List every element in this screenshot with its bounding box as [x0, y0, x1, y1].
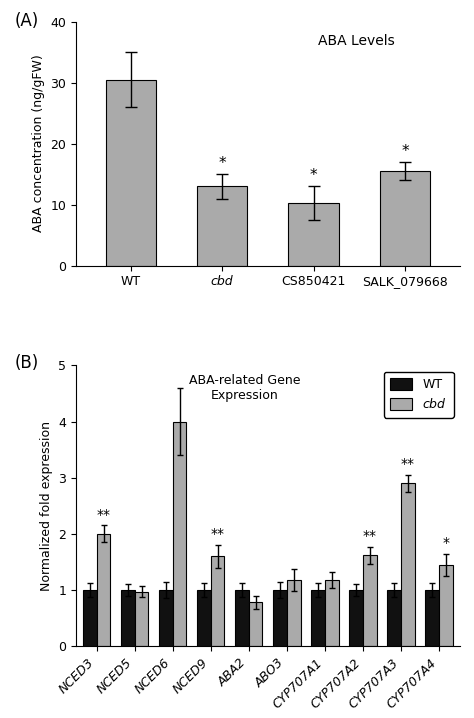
- Bar: [197, 187, 247, 266]
- Bar: [211, 556, 225, 646]
- Y-axis label: Normalized fold expression: Normalized fold expression: [39, 421, 53, 591]
- Bar: [135, 592, 148, 646]
- Bar: [197, 590, 211, 646]
- Text: *: *: [442, 536, 449, 549]
- Bar: [288, 202, 338, 266]
- Bar: [387, 590, 401, 646]
- Bar: [380, 171, 430, 266]
- Bar: [401, 483, 415, 646]
- Bar: [325, 580, 338, 646]
- Bar: [273, 590, 287, 646]
- Y-axis label: ABA concentration (ng/gFW): ABA concentration (ng/gFW): [32, 55, 45, 233]
- Text: **: **: [97, 508, 110, 521]
- Text: ABA-related Gene
Expression: ABA-related Gene Expression: [189, 374, 301, 402]
- Text: (A): (A): [14, 11, 39, 29]
- Bar: [173, 421, 186, 646]
- Bar: [159, 590, 173, 646]
- Text: **: **: [401, 457, 415, 471]
- Bar: [425, 590, 439, 646]
- Bar: [106, 80, 156, 266]
- Legend: WT, $cbd$: WT, $cbd$: [384, 372, 454, 418]
- Bar: [439, 565, 453, 646]
- Text: (B): (B): [14, 354, 39, 372]
- Bar: [349, 590, 363, 646]
- Text: *: *: [219, 156, 226, 171]
- Text: ABA Levels: ABA Levels: [318, 34, 394, 48]
- Bar: [249, 602, 263, 646]
- Bar: [97, 534, 110, 646]
- Bar: [311, 590, 325, 646]
- Text: **: **: [363, 529, 377, 543]
- Bar: [235, 590, 249, 646]
- Text: *: *: [310, 168, 317, 182]
- Text: *: *: [401, 144, 409, 159]
- Bar: [363, 555, 376, 646]
- Bar: [287, 580, 301, 646]
- Bar: [83, 590, 97, 646]
- Bar: [121, 590, 135, 646]
- Text: **: **: [210, 527, 225, 541]
